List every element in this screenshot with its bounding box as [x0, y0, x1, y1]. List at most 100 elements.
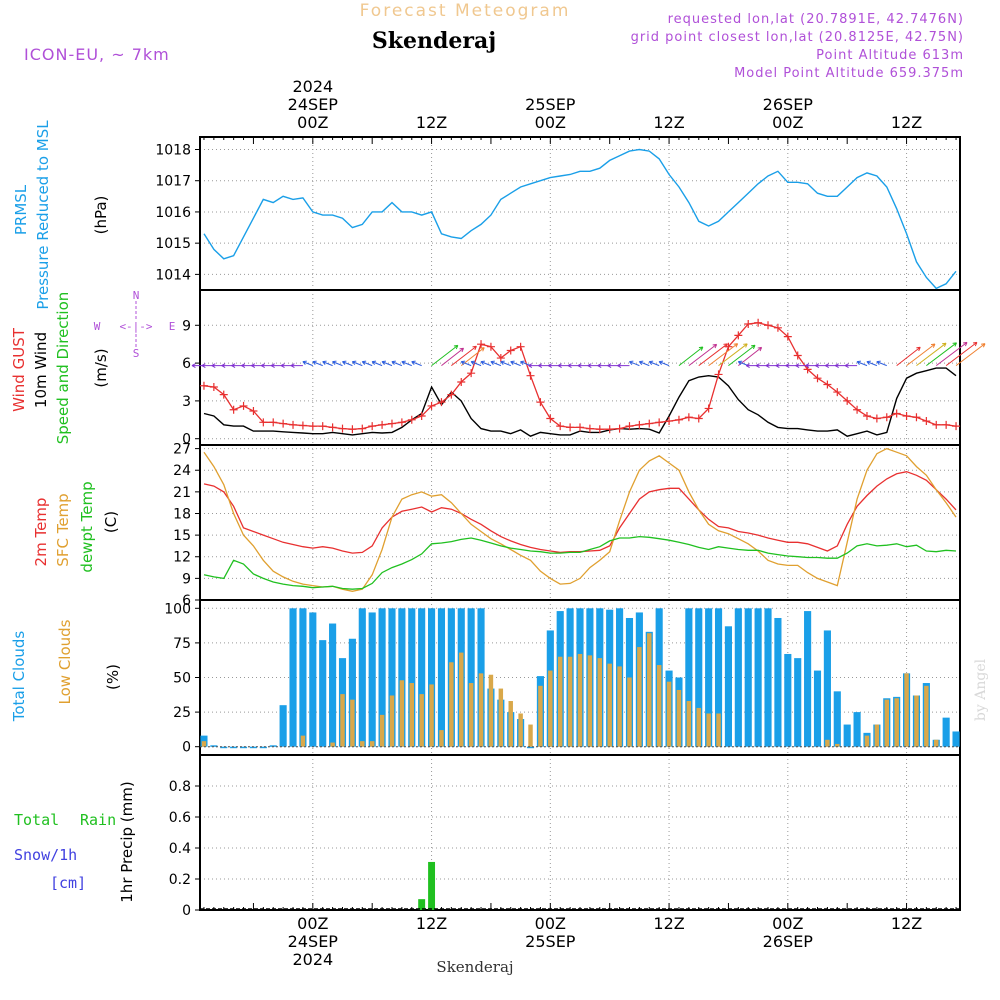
ytick-label: 24: [173, 463, 191, 479]
panel-frame: [199, 444, 961, 601]
total-cloud-bar: [289, 608, 297, 747]
gust-marker: [269, 418, 278, 427]
gust-marker: [378, 420, 387, 429]
gust-marker: [674, 415, 683, 424]
low-cloud-bar: [399, 680, 405, 747]
ytick-label: 12: [173, 550, 191, 566]
precip-label-rain: Rain: [80, 811, 116, 829]
gust-marker: [754, 318, 763, 327]
gust-marker: [952, 422, 961, 431]
rain-bar: [428, 861, 436, 910]
low-cloud-bar: [706, 713, 711, 747]
total-cloud-bar: [764, 608, 772, 747]
ytick-label: 9: [182, 571, 191, 587]
low-cloud-bar: [498, 688, 504, 747]
time-label-top: 26SEP: [763, 95, 814, 114]
ytick-label: 0.4: [169, 841, 191, 857]
gust-marker: [773, 323, 782, 332]
ytick-label: 18: [173, 506, 191, 522]
low-cloud-bar: [488, 674, 494, 747]
gust-marker: [279, 419, 288, 428]
wind-label-dir: Speed and Direction: [54, 292, 72, 445]
gust-marker: [358, 424, 367, 433]
temp-label-sfc: SFC Temp: [54, 493, 72, 566]
total-cloud-bar: [408, 608, 416, 747]
ytick-label: 6: [182, 593, 191, 609]
gust-marker: [209, 383, 218, 392]
gust-marker: [585, 424, 594, 433]
low-cloud-bar: [656, 665, 662, 747]
gust-marker: [764, 321, 773, 330]
wind-panel-labels: Wind GUST 10m Wind Speed and Direction (…: [10, 292, 110, 445]
total-cloud-bar: [685, 608, 693, 747]
wind-direction-arrow: [312, 360, 323, 367]
total-cloud-bar: [952, 731, 960, 747]
wind-direction-arrow: [441, 347, 465, 367]
low-cloud-bar: [379, 714, 385, 747]
ytick-label: 1015: [155, 236, 191, 252]
gust-marker: [932, 420, 941, 429]
low-cloud-bar: [201, 741, 207, 747]
time-label-bottom: 24SEP: [288, 932, 339, 951]
total-cloud-bar: [734, 608, 742, 747]
total-cloud-bar: [358, 608, 366, 747]
total-cloud-bar: [843, 724, 851, 747]
gust-marker: [655, 418, 664, 427]
total-cloud-bar: [368, 612, 376, 747]
gust-marker: [348, 425, 357, 434]
low-cloud-bar: [914, 695, 919, 747]
gust-marker: [457, 377, 466, 386]
wind-direction-arrow: [500, 360, 511, 367]
wind-gust-line: [203, 322, 957, 430]
low-cloud-bar: [607, 663, 612, 747]
wind-direction-arrow: [302, 360, 313, 367]
wind-direction-arrow: [322, 360, 333, 367]
wind-direction-arrow: [510, 360, 521, 367]
wind-compass: N W <-|-> E S: [94, 289, 176, 360]
wind-direction-arrow: [628, 360, 640, 367]
gust-marker: [872, 414, 881, 423]
low-cloud-bar: [419, 694, 424, 747]
wind-direction-arrow: [906, 343, 936, 367]
ytick-label: 0.2: [169, 872, 191, 888]
gust-marker: [882, 413, 891, 422]
cloud-label-total: Total Clouds: [10, 631, 28, 723]
low-cloud-bar: [864, 735, 870, 747]
gust-marker: [417, 412, 426, 421]
wind-direction-arrow: [738, 346, 763, 367]
time-label-bottom: 12Z: [891, 914, 922, 933]
low-cloud-bar: [548, 670, 553, 747]
total-cloud-bar: [259, 746, 267, 749]
gust-marker: [625, 422, 634, 431]
pressure-line: [203, 148, 957, 290]
info-requested: requested lon,lat (20.7891E, 42.7476N): [668, 12, 964, 27]
low-cloud-bar: [557, 656, 563, 747]
wind-direction-arrow: [658, 360, 670, 367]
compass-w: W: [94, 320, 101, 333]
wind-direction-arrow: [945, 341, 978, 367]
info-altitude: Point Altitude 613m: [816, 48, 964, 63]
gust-marker: [892, 409, 901, 418]
precip-label-total: Total: [14, 811, 59, 829]
wind-direction-arrow: [460, 347, 485, 367]
time-label-top: 24SEP: [288, 95, 339, 114]
wind-direction-arrow: [638, 360, 650, 367]
gust-marker: [219, 390, 228, 399]
low-cloud-bar: [647, 633, 652, 747]
precip-panel-labels: Total Rain Snow/1h [cm] 1hr Precip (mm): [14, 781, 136, 902]
total-cloud-bar: [348, 638, 356, 747]
wind-direction-arrow: [351, 360, 363, 367]
gust-marker: [387, 419, 396, 428]
gust-marker: [477, 340, 486, 349]
gust-marker: [704, 404, 713, 413]
wind-direction-arrow: [844, 363, 858, 368]
pressure-unit: (hPa): [92, 196, 110, 235]
total-cloud-bar: [467, 608, 475, 747]
gust-marker: [229, 405, 238, 414]
wind-direction-arrow: [866, 360, 878, 367]
total-cloud-bar: [319, 640, 327, 747]
precip-label-snow: Snow/1h: [14, 846, 77, 864]
low-cloud-bar: [409, 683, 414, 747]
gust-marker: [605, 425, 614, 434]
